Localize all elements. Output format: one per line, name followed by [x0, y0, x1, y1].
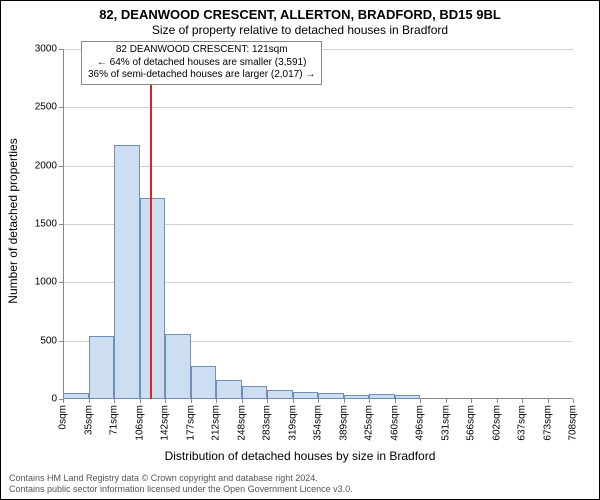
x-tick-label: 425sqm: [364, 405, 375, 441]
histogram-bar: [395, 395, 421, 399]
grid-line: [63, 166, 573, 167]
y-axis-line: [63, 49, 64, 399]
x-tick-label: 177sqm: [185, 405, 196, 441]
plot-area: [63, 49, 573, 399]
x-tick-label: 106sqm: [134, 405, 145, 441]
histogram-bar: [114, 145, 140, 399]
x-tick-label: 212sqm: [211, 405, 222, 441]
chart-title-main: 82, DEANWOOD CRESCENT, ALLERTON, BRADFOR…: [1, 7, 599, 22]
x-tick-mark: [471, 399, 472, 403]
x-tick-mark: [63, 399, 64, 403]
x-tick-label: 602sqm: [491, 405, 502, 441]
x-tick-label: 389sqm: [338, 405, 349, 441]
histogram-bar: [369, 394, 395, 399]
histogram-bar: [165, 334, 191, 399]
footer-line2: Contains public sector information licen…: [9, 484, 353, 495]
x-tick-mark: [242, 399, 243, 403]
y-tick-label: 1000: [1, 277, 57, 288]
x-axis-title: Distribution of detached houses by size …: [1, 449, 599, 463]
x-tick-mark: [369, 399, 370, 403]
x-tick-mark: [522, 399, 523, 403]
x-tick-mark: [216, 399, 217, 403]
x-tick-mark: [318, 399, 319, 403]
x-tick-mark: [89, 399, 90, 403]
y-tick-label: 0: [1, 394, 57, 405]
x-tick-mark: [497, 399, 498, 403]
x-tick-mark: [267, 399, 268, 403]
x-tick-label: 248sqm: [236, 405, 247, 441]
histogram-bar: [63, 393, 89, 399]
annotation-line3: 36% of semi-detached houses are larger (…: [88, 69, 315, 82]
y-tick-label: 500: [1, 335, 57, 346]
histogram-bar: [140, 198, 166, 399]
y-tick-label: 2500: [1, 102, 57, 113]
y-tick-label: 1500: [1, 219, 57, 230]
x-tick-mark: [191, 399, 192, 403]
histogram-bar: [344, 395, 370, 399]
x-tick-label: 0sqm: [58, 405, 69, 429]
annotation-box: 82 DEANWOOD CRESCENT: 121sqm ← 64% of de…: [81, 41, 322, 85]
annotation-line1: 82 DEANWOOD CRESCENT: 121sqm: [88, 44, 315, 57]
x-tick-mark: [114, 399, 115, 403]
y-tick-label: 3000: [1, 44, 57, 55]
grid-line: [63, 107, 573, 108]
x-tick-mark: [573, 399, 574, 403]
reference-line: [150, 49, 152, 399]
footer-text: Contains HM Land Registry data © Crown c…: [9, 473, 353, 495]
histogram-bar: [191, 366, 217, 399]
x-tick-mark: [165, 399, 166, 403]
histogram-bar: [318, 393, 344, 399]
y-tick-label: 2000: [1, 160, 57, 171]
x-tick-label: 708sqm: [568, 405, 579, 441]
x-tick-mark: [140, 399, 141, 403]
x-tick-mark: [344, 399, 345, 403]
x-tick-mark: [446, 399, 447, 403]
x-tick-label: 496sqm: [415, 405, 426, 441]
x-tick-mark: [395, 399, 396, 403]
x-tick-label: 460sqm: [389, 405, 400, 441]
x-tick-label: 566sqm: [466, 405, 477, 441]
histogram-bar: [267, 390, 293, 399]
footer-line1: Contains HM Land Registry data © Crown c…: [9, 473, 353, 484]
x-tick-mark: [293, 399, 294, 403]
histogram-bar: [293, 392, 319, 399]
annotation-line2: ← 64% of detached houses are smaller (3,…: [88, 57, 315, 70]
x-tick-label: 354sqm: [313, 405, 324, 441]
x-tick-label: 35sqm: [83, 405, 94, 435]
chart-title-sub: Size of property relative to detached ho…: [1, 23, 599, 37]
x-tick-label: 142sqm: [160, 405, 171, 441]
x-tick-label: 319sqm: [287, 405, 298, 441]
histogram-bar: [89, 336, 115, 399]
chart-container: 82, DEANWOOD CRESCENT, ALLERTON, BRADFOR…: [0, 0, 600, 500]
x-tick-label: 71sqm: [109, 405, 120, 435]
x-tick-label: 531sqm: [440, 405, 451, 441]
histogram-bar: [216, 380, 242, 399]
x-tick-mark: [548, 399, 549, 403]
histogram-bar: [242, 386, 268, 399]
x-tick-label: 637sqm: [517, 405, 528, 441]
x-tick-mark: [420, 399, 421, 403]
x-tick-label: 283sqm: [262, 405, 273, 441]
x-tick-label: 673sqm: [542, 405, 553, 441]
